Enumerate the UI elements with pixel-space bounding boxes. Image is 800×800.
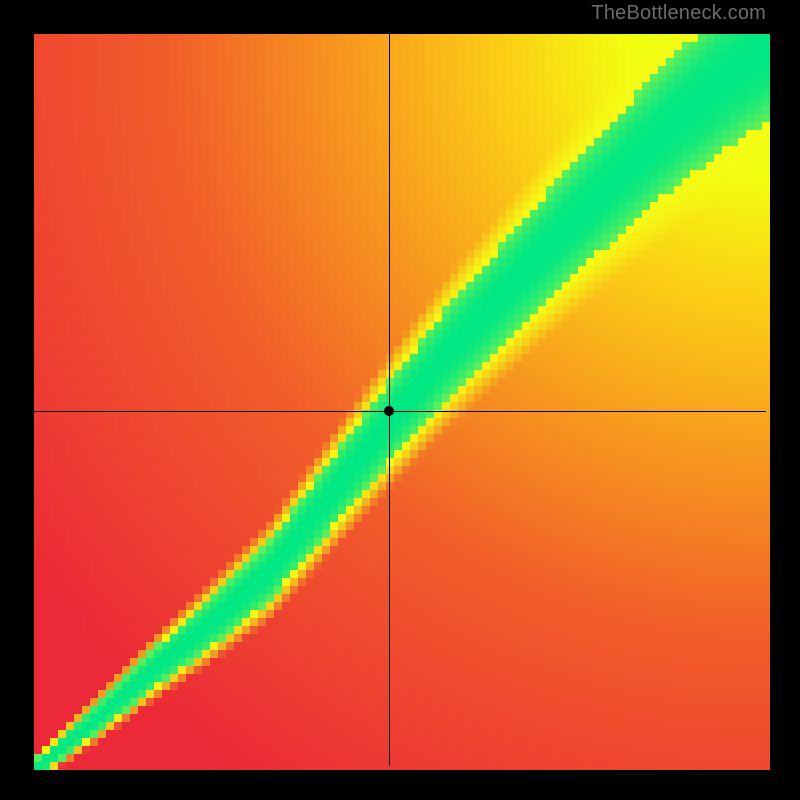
- chart-container: { "watermark": "TheBottleneck.com", "cha…: [0, 0, 800, 800]
- watermark-text: TheBottleneck.com: [591, 2, 766, 25]
- bottleneck-heatmap: [0, 0, 800, 800]
